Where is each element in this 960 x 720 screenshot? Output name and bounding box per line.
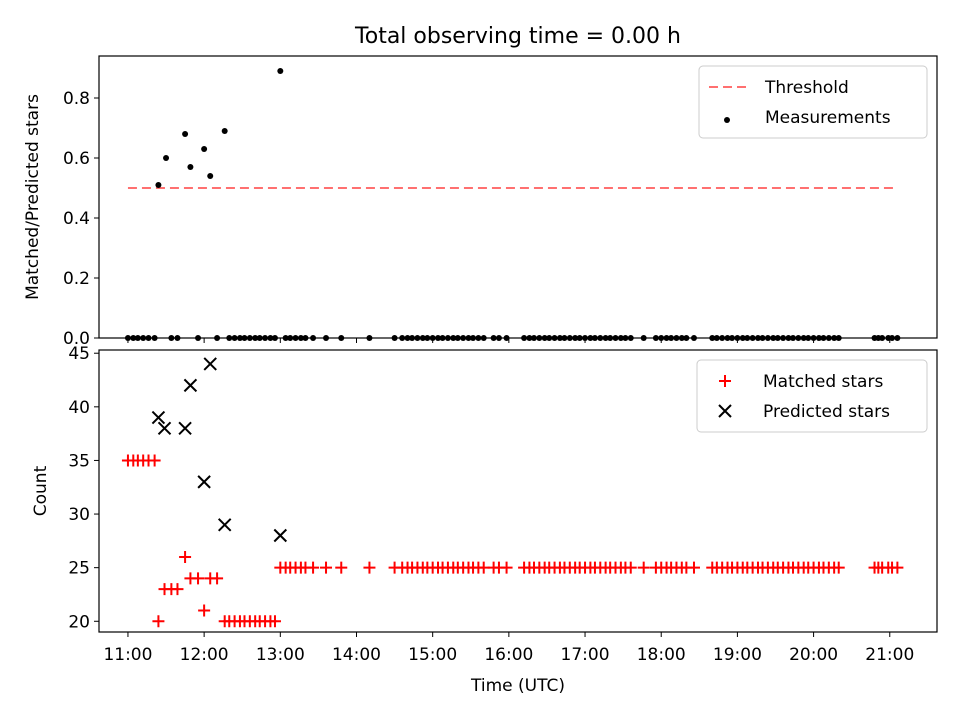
data-point xyxy=(178,421,192,435)
data-point xyxy=(201,146,208,152)
x-tick-label: 13:00 xyxy=(256,645,305,665)
ratio-panel: 0.0 0.2 0.4 0.6 0.8 Matched/Predicted stars Th… xyxy=(23,55,938,349)
data-point xyxy=(891,561,904,574)
legend-swatch xyxy=(719,375,731,387)
data-point xyxy=(637,561,650,574)
data-point xyxy=(335,561,348,574)
data-point xyxy=(687,561,700,574)
data-point xyxy=(163,155,170,161)
data-point xyxy=(217,518,232,532)
data-point xyxy=(198,604,211,617)
data-point xyxy=(182,131,189,137)
data-point xyxy=(192,572,205,585)
data-point xyxy=(151,410,166,425)
x-tick-label: 17:00 xyxy=(561,645,610,665)
x-tick-label: 21:00 xyxy=(865,645,914,665)
x-axis-label: Time (UTC) xyxy=(470,676,565,696)
y-tick-label: 25 xyxy=(68,559,90,579)
data-point xyxy=(320,561,333,574)
x-tick-label: 12:00 xyxy=(180,645,229,665)
x-tick-label: 20:00 xyxy=(789,645,838,665)
data-point xyxy=(179,550,192,563)
data-point xyxy=(187,164,194,170)
y-tick-label: 40 xyxy=(68,398,90,418)
data-point xyxy=(268,615,281,628)
data-point xyxy=(183,378,198,393)
data-point xyxy=(203,357,217,371)
legend-label: Matched stars xyxy=(763,372,883,392)
x-tick-label: 19:00 xyxy=(713,645,762,665)
legend: Threshold Measurements xyxy=(698,65,928,139)
data-point xyxy=(157,421,172,435)
y-tick-label: 45 xyxy=(68,344,90,364)
count-panel: 20 25 30 35 40 45 11:00 12:00 13:00 14:00 15:00 16:… xyxy=(31,344,938,696)
legend-box xyxy=(696,359,928,433)
data-point xyxy=(273,528,288,543)
series-predicted-stars xyxy=(151,357,288,543)
data-point xyxy=(152,615,165,628)
y-tick-label: 35 xyxy=(68,451,90,471)
y-tick-label: 0.0 xyxy=(63,329,90,349)
data-point xyxy=(363,561,376,574)
legend-swatch xyxy=(724,117,730,123)
x-tick-label: 15:00 xyxy=(408,645,457,665)
legend-box xyxy=(698,65,928,139)
legend-label: Predicted stars xyxy=(763,402,890,422)
y-tick-label: 30 xyxy=(68,505,90,525)
data-point xyxy=(307,561,320,574)
data-point xyxy=(148,454,161,467)
y-tick-label: 20 xyxy=(68,612,90,632)
legend-label: Threshold xyxy=(764,78,849,98)
data-point xyxy=(500,561,513,574)
x-tick-label: 14:00 xyxy=(332,645,381,665)
y-tick-label: 0.8 xyxy=(63,89,90,109)
y-tick-label: 0.6 xyxy=(63,149,90,169)
legend-swatch xyxy=(718,404,732,418)
chart-title: Total observing time = 0.00 h xyxy=(354,24,681,49)
data-point xyxy=(155,182,162,188)
y-tick-label: 0.2 xyxy=(63,269,90,289)
data-point xyxy=(197,475,211,489)
y-tick-label: 0.4 xyxy=(63,209,90,229)
legend-label: Measurements xyxy=(765,108,891,128)
x-tick-label: 16:00 xyxy=(484,645,533,665)
y-axis-label: Matched/Predicted stars xyxy=(23,94,43,300)
data-point xyxy=(832,561,845,574)
data-point xyxy=(277,68,284,74)
axes-frame xyxy=(98,349,938,633)
data-point xyxy=(624,561,637,574)
axes-frame xyxy=(98,55,938,339)
y-axis-label: Count xyxy=(31,465,51,516)
data-point xyxy=(221,128,228,134)
x-tick-label: 11:00 xyxy=(103,645,152,665)
x-tick-label: 18:00 xyxy=(637,645,686,665)
series-matched-stars xyxy=(121,454,904,628)
legend: Matched stars Predicted stars xyxy=(696,359,928,433)
data-point xyxy=(171,583,184,596)
data-point xyxy=(207,173,214,179)
data-point xyxy=(211,572,224,585)
